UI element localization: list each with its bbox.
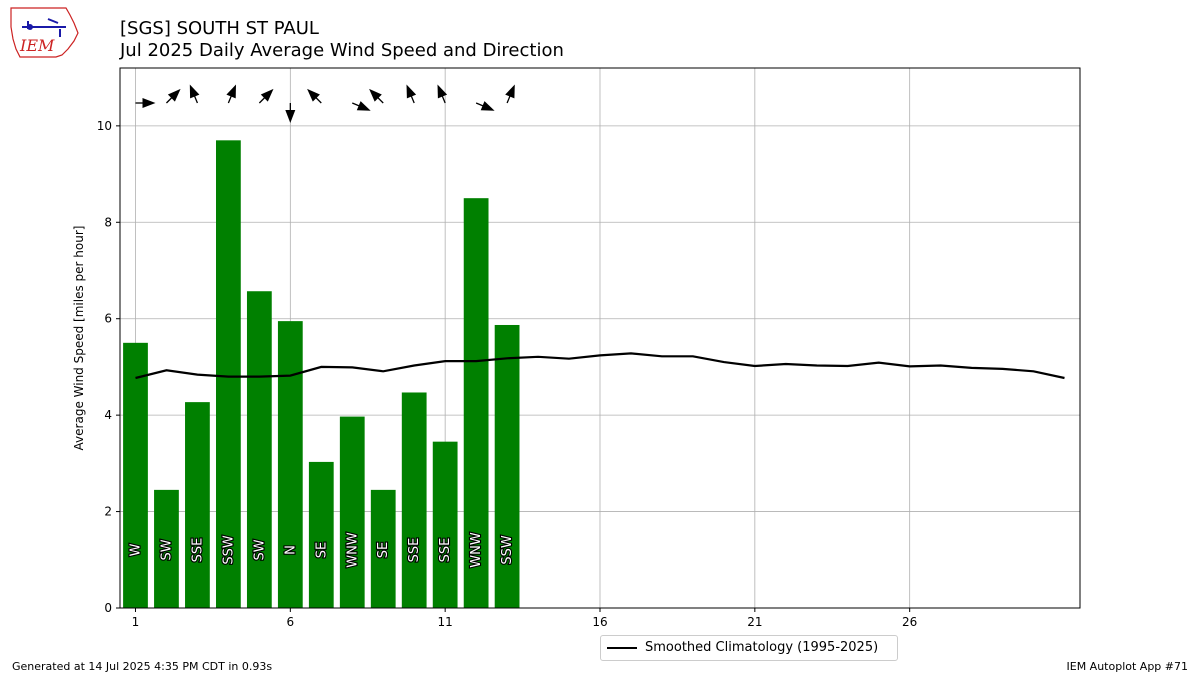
chart-title-station: [SGS] SOUTH ST PAUL <box>120 18 319 39</box>
speed-bar <box>308 461 334 608</box>
wind-arrow <box>165 88 181 104</box>
wind-arrow <box>406 84 417 104</box>
bars <box>123 140 520 609</box>
wind-arrow <box>369 88 384 104</box>
x-tick-label: 21 <box>747 615 762 629</box>
speed-bar <box>370 489 396 608</box>
speed-bar <box>154 489 179 608</box>
speed-bar <box>185 402 210 608</box>
speed-bar <box>277 321 303 608</box>
wind-arrow <box>189 84 200 104</box>
wind-arrow-head <box>505 84 515 99</box>
wind-arrow <box>307 88 322 104</box>
wind-arrow-head <box>189 84 200 99</box>
wind-arrow-head <box>167 88 181 102</box>
climatology-series <box>135 352 1065 380</box>
wind-arrow <box>505 84 515 104</box>
speed-bar <box>494 324 520 608</box>
speed-bar <box>432 441 458 608</box>
y-tick-label: 10 <box>97 119 112 133</box>
wind-arrow-head <box>285 110 296 123</box>
legend-label: Smoothed Climatology (1995-2025) <box>645 640 879 655</box>
speed-bar <box>401 392 427 608</box>
direction-label: SSW <box>500 535 515 565</box>
wind-arrow <box>352 101 371 111</box>
x-tick-label: 16 <box>592 615 607 629</box>
wind-arrow-head <box>142 98 156 108</box>
speed-bar <box>246 291 272 608</box>
climatology-line <box>135 352 1065 380</box>
wind-arrow <box>135 98 156 108</box>
direction-label: W <box>128 543 143 556</box>
wind-arrow <box>285 103 296 123</box>
wind-arrow-head <box>356 101 371 111</box>
wind-arrow <box>475 101 495 111</box>
y-tick-label: 2 <box>104 505 112 519</box>
y-tick-label: 6 <box>104 312 112 326</box>
y-tick-label: 0 <box>104 601 112 615</box>
direction-label: SW <box>252 539 267 560</box>
direction-label: SW <box>159 539 174 560</box>
wind-arrow-head <box>260 88 274 102</box>
generated-timestamp: Generated at 14 Jul 2025 4:35 PM CDT in … <box>12 660 273 673</box>
y-axis-label: Average Wind Speed [miles per hour] <box>72 226 86 451</box>
app-credit: IEM Autoplot App #71 <box>1066 660 1189 673</box>
direction-label: SSE <box>190 538 205 563</box>
wind-arrow <box>437 84 448 104</box>
speed-bar <box>339 416 365 608</box>
chart-title-description: Jul 2025 Daily Average Wind Speed and Di… <box>120 40 564 61</box>
direction-label: N <box>283 545 298 555</box>
wind-arrow-head <box>480 101 495 111</box>
wind-arrow-head <box>437 84 448 99</box>
direction-label: WNW <box>469 532 484 568</box>
y-tick-label: 4 <box>104 408 112 422</box>
speed-bar <box>463 198 489 608</box>
wind-arrow-head <box>307 88 320 102</box>
direction-label: SE <box>314 542 329 558</box>
direction-label: SSW <box>221 535 236 565</box>
direction-label: SSE <box>438 538 453 563</box>
x-tick-label: 1 <box>132 615 140 629</box>
wind-arrow <box>258 88 274 104</box>
wind-arrow <box>226 84 236 104</box>
speed-bar <box>123 342 148 608</box>
wind-arrow-head <box>369 88 382 102</box>
x-tick-label: 11 <box>438 615 453 629</box>
legend-line-swatch <box>607 647 637 649</box>
iem-logo-text: IEM <box>19 36 55 55</box>
direction-labels: W SW SSE SSW SW N SE WNW SE SSE SSE WNW SSW <box>127 531 516 569</box>
iem-logo: IEM <box>10 7 79 58</box>
speed-bar <box>216 140 241 609</box>
x-tick-label: 6 <box>287 615 295 629</box>
direction-label: SSE <box>407 538 422 563</box>
direction-arrows <box>135 84 515 123</box>
direction-label: SE <box>376 542 391 558</box>
direction-label: WNW <box>345 532 360 568</box>
x-tick-label: 26 <box>902 615 917 629</box>
wind-arrow-head <box>226 84 236 99</box>
wind-arrow-head <box>406 84 417 99</box>
legend: Smoothed Climatology (1995-2025) <box>600 635 898 661</box>
y-tick-label: 8 <box>104 215 112 229</box>
